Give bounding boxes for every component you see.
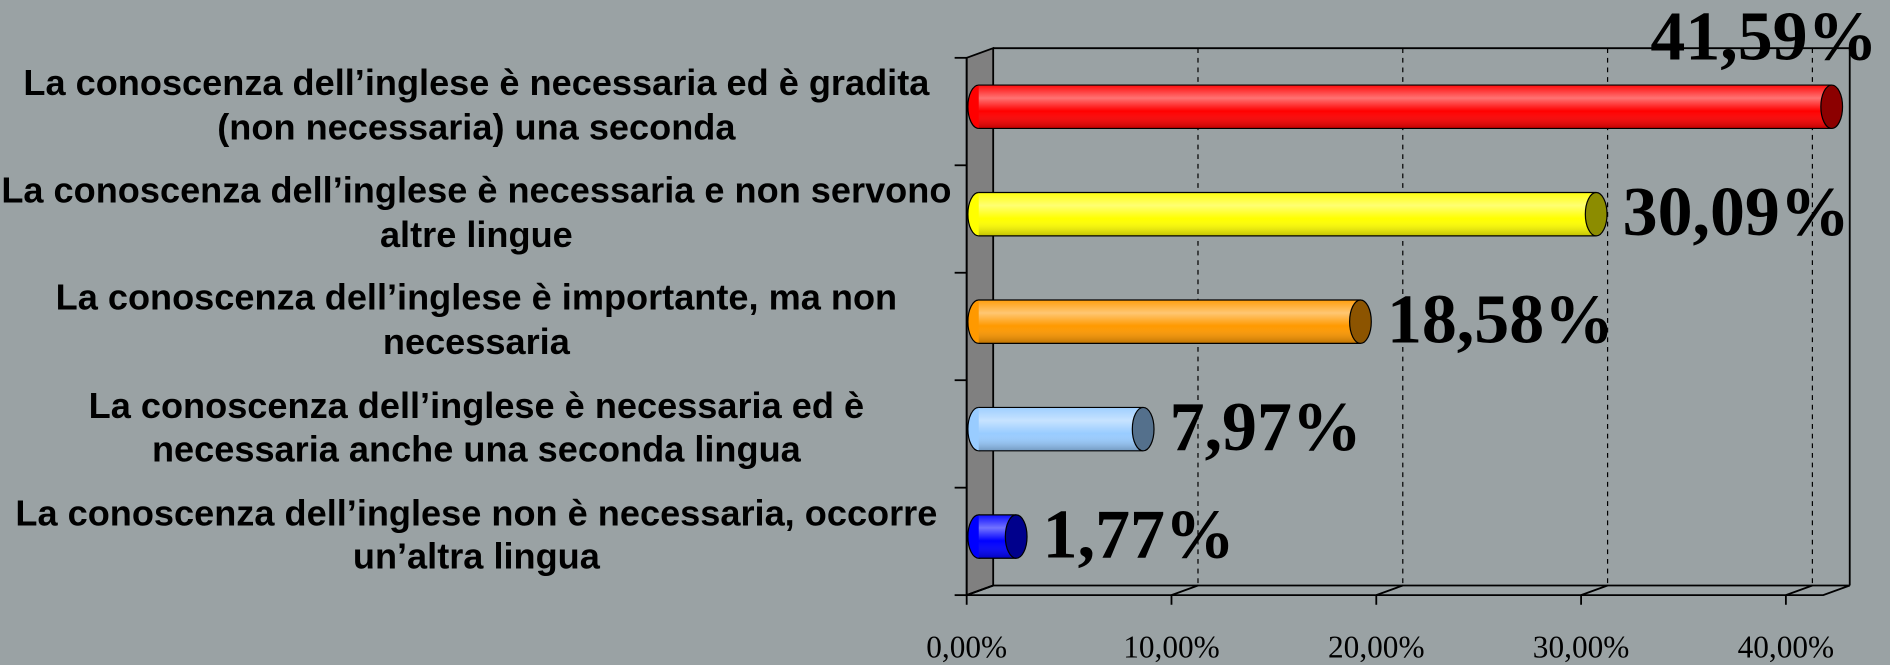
x-tick-label: 0,00%	[926, 630, 1007, 665]
x-tick	[1785, 584, 1813, 596]
x-tick-label: 10,00%	[1123, 630, 1220, 665]
bar-cap-end-shade	[1820, 85, 1843, 129]
bar-shine	[978, 192, 1597, 236]
category-label-box: La conoscenza dell’inglese è necessaria …	[88, 386, 865, 471]
value-label: 7,97%	[1170, 389, 1362, 466]
bar-cap-end-shade	[1132, 407, 1155, 451]
bar-outline	[978, 191, 1597, 237]
value-label: 41,59%	[1650, 0, 1877, 75]
category-label: La conoscenza dell’inglese non è necessa…	[15, 493, 938, 578]
bar-cap-end	[1131, 406, 1155, 452]
category-label: La conoscenza dell’inglese è necessaria …	[23, 63, 930, 148]
x-tick	[1171, 584, 1199, 596]
x-tick	[1580, 584, 1608, 596]
bar-shine	[978, 299, 1361, 344]
x-tick-label: 40,00%	[1738, 630, 1835, 665]
bar-shine	[978, 85, 1832, 129]
bar-cap-end-shade	[1005, 514, 1028, 559]
category-label-box: La conoscenza dell’inglese è importante,…	[55, 278, 898, 363]
bar-cap-end-shade	[1349, 299, 1372, 344]
category-label: La conoscenza dell’inglese è necessaria …	[1, 171, 952, 256]
category-label-box: La conoscenza dell’inglese è necessaria …	[23, 63, 930, 148]
x-tick-label: 20,00%	[1328, 630, 1425, 665]
bar-cap-end-shade	[1585, 192, 1608, 236]
category-label-box: La conoscenza dell’inglese è necessaria …	[1, 171, 952, 256]
bar-cap-end	[1584, 191, 1608, 237]
bar-cap-end	[1004, 514, 1028, 559]
value-label: 18,58%	[1387, 282, 1614, 359]
bar-cap-end	[1820, 84, 1844, 130]
bar-shine	[978, 407, 1144, 451]
value-label: 1,77%	[1043, 496, 1235, 573]
category-label-box: La conoscenza dell’inglese non è necessa…	[15, 493, 938, 578]
x-tick-label: 30,00%	[1533, 630, 1630, 665]
value-label: 30,09%	[1623, 174, 1850, 251]
category-label: La conoscenza dell’inglese è importante,…	[55, 278, 898, 363]
bar-outline	[978, 299, 1361, 344]
back-frame	[993, 47, 1851, 586]
bar-outline	[978, 514, 1017, 559]
category-label: La conoscenza dell’inglese è necessaria …	[88, 386, 865, 471]
x-tick	[1375, 584, 1404, 596]
x-tick	[966, 584, 994, 596]
bar-outline	[978, 406, 1144, 452]
bar-outline	[978, 84, 1832, 130]
bar-cap-end	[1349, 299, 1372, 344]
